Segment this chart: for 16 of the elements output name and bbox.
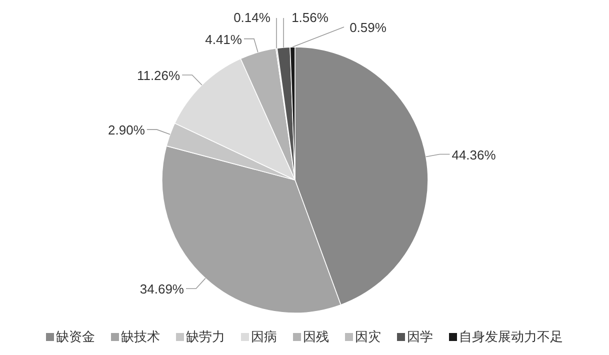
data-label: 44.36% — [452, 147, 496, 162]
data-label: 0.14% — [234, 10, 271, 25]
data-label: 0.59% — [350, 20, 387, 35]
legend-label: 因残 — [303, 329, 329, 344]
legend-label: 因学 — [407, 329, 433, 344]
data-label: 2.90% — [108, 122, 146, 138]
legend-label: 因灾 — [355, 329, 381, 344]
data-label: 34.69% — [140, 282, 184, 297]
data-label: 4.41% — [205, 32, 242, 47]
legend-label: 缺技术 — [121, 329, 160, 344]
data-label: 1.56% — [292, 10, 329, 25]
legend-label: 因病 — [251, 329, 277, 344]
data-label: 11.26% — [136, 68, 181, 84]
legend-label: 缺资金 — [56, 329, 95, 344]
legend-label: 自身发展动力不足 — [459, 329, 563, 344]
legend-label: 缺劳力 — [186, 329, 225, 344]
